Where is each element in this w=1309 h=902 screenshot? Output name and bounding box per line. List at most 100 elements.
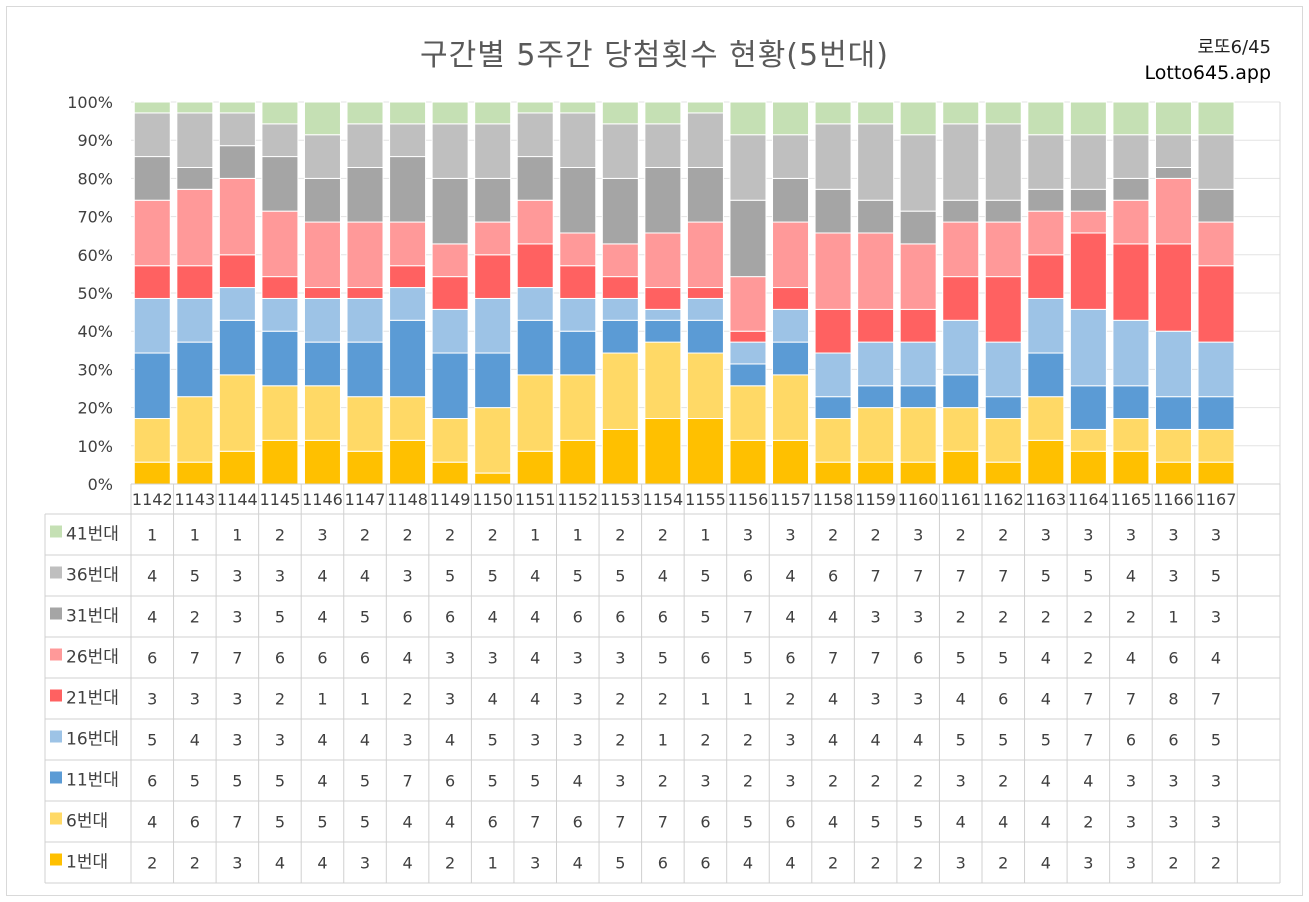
data-label: 6	[402, 608, 412, 627]
x-tick-label: 1161	[940, 490, 981, 509]
bar-segment	[133, 297, 171, 354]
bar-segment	[1112, 199, 1150, 245]
data-label: 5	[743, 649, 753, 668]
bar-segment	[218, 101, 256, 114]
bar-segment	[814, 308, 852, 354]
bar-segment	[474, 221, 512, 256]
legend-label: 41번대	[66, 525, 119, 545]
data-label: 5	[530, 772, 540, 791]
x-tick-label: 1167	[1196, 490, 1237, 509]
bar-segment	[431, 243, 469, 278]
data-label: 2	[998, 608, 1008, 627]
bar-segment	[1027, 352, 1065, 398]
data-label: 2	[956, 608, 966, 627]
bar-segment	[899, 243, 937, 310]
bar-segment	[644, 341, 682, 420]
data-label: 1	[147, 526, 157, 545]
x-tick-label: 1145	[260, 490, 301, 509]
data-label: 3	[1211, 608, 1221, 627]
bar-segment	[261, 156, 299, 212]
bar-segment	[857, 461, 895, 485]
bar-segment	[814, 123, 852, 190]
data-label: 3	[573, 649, 583, 668]
data-label: 6	[998, 690, 1008, 709]
data-label: 2	[871, 526, 881, 545]
x-tick-label: 1149	[430, 490, 471, 509]
bar-segment	[1069, 308, 1107, 387]
x-tick-label: 1166	[1153, 490, 1194, 509]
bar-segment	[644, 319, 682, 343]
bar-segment	[601, 352, 639, 430]
data-label: 4	[828, 731, 838, 750]
data-label: 7	[956, 567, 966, 586]
bar-segment	[1112, 243, 1150, 321]
data-label: 7	[615, 813, 625, 832]
data-label: 2	[658, 772, 668, 791]
bar-segment	[346, 396, 384, 452]
bar-segment	[261, 210, 299, 278]
bar-segment	[644, 287, 682, 310]
legend-label: 26번대	[66, 648, 119, 668]
x-tick-label: 1162	[983, 490, 1024, 509]
data-label: 4	[1041, 772, 1051, 791]
bar-segment	[1027, 188, 1065, 212]
data-label: 1	[530, 526, 540, 545]
bar-segment	[1154, 177, 1192, 245]
data-label: 3	[913, 526, 923, 545]
data-label: 2	[615, 526, 625, 545]
bar-segment	[474, 254, 512, 299]
bar-segment	[942, 450, 980, 485]
data-label: 4	[573, 772, 583, 791]
data-label: 3	[232, 690, 242, 709]
bar-segment	[218, 254, 256, 289]
data-label: 4	[1041, 649, 1051, 668]
data-label: 5	[700, 567, 710, 586]
data-label: 6	[700, 854, 710, 873]
bar-segment	[303, 385, 341, 441]
data-label: 7	[1083, 731, 1093, 750]
bar-segment	[857, 341, 895, 387]
data-label: 2	[998, 526, 1008, 545]
bar-segment	[1112, 101, 1150, 136]
bar-segment	[814, 101, 852, 125]
data-label: 7	[828, 649, 838, 668]
data-label: 5	[700, 608, 710, 627]
bar-segment	[176, 166, 214, 190]
bar-segment	[1069, 450, 1107, 485]
data-label: 3	[1168, 526, 1178, 545]
bar-segment	[261, 330, 299, 387]
bar-segment	[942, 199, 980, 223]
data-label: 1	[700, 690, 710, 709]
data-label: 1	[658, 731, 668, 750]
bar-segment	[1069, 385, 1107, 430]
x-tick-label: 1157	[770, 490, 811, 509]
bar-segment	[729, 341, 767, 365]
bar-segment	[431, 101, 469, 125]
data-label: 6	[1168, 731, 1178, 750]
data-label: 6	[615, 608, 625, 627]
bar-segment	[857, 385, 895, 409]
data-label: 3	[743, 526, 753, 545]
data-label: 3	[1041, 526, 1051, 545]
bar-segment	[261, 439, 299, 485]
data-label: 5	[615, 854, 625, 873]
data-label: 5	[360, 813, 370, 832]
brand-game-label: 로또6/45	[1197, 37, 1271, 58]
bar-segment	[686, 418, 724, 485]
data-label: 6	[445, 772, 455, 791]
data-label: 4	[488, 690, 498, 709]
bar-segment	[942, 374, 980, 409]
y-tick-label: 50%	[77, 284, 113, 303]
data-label: 4	[785, 567, 795, 586]
data-label: 4	[488, 608, 498, 627]
data-label: 4	[913, 731, 923, 750]
bar-segment	[686, 112, 724, 168]
data-label: 4	[1211, 649, 1221, 668]
bar-segment	[1154, 461, 1192, 485]
data-label: 7	[1083, 690, 1093, 709]
data-label: 2	[956, 526, 966, 545]
y-tick-label: 20%	[77, 399, 113, 418]
bar-segment	[346, 123, 384, 168]
bar-segment	[176, 188, 214, 267]
bar-segment	[431, 418, 469, 463]
